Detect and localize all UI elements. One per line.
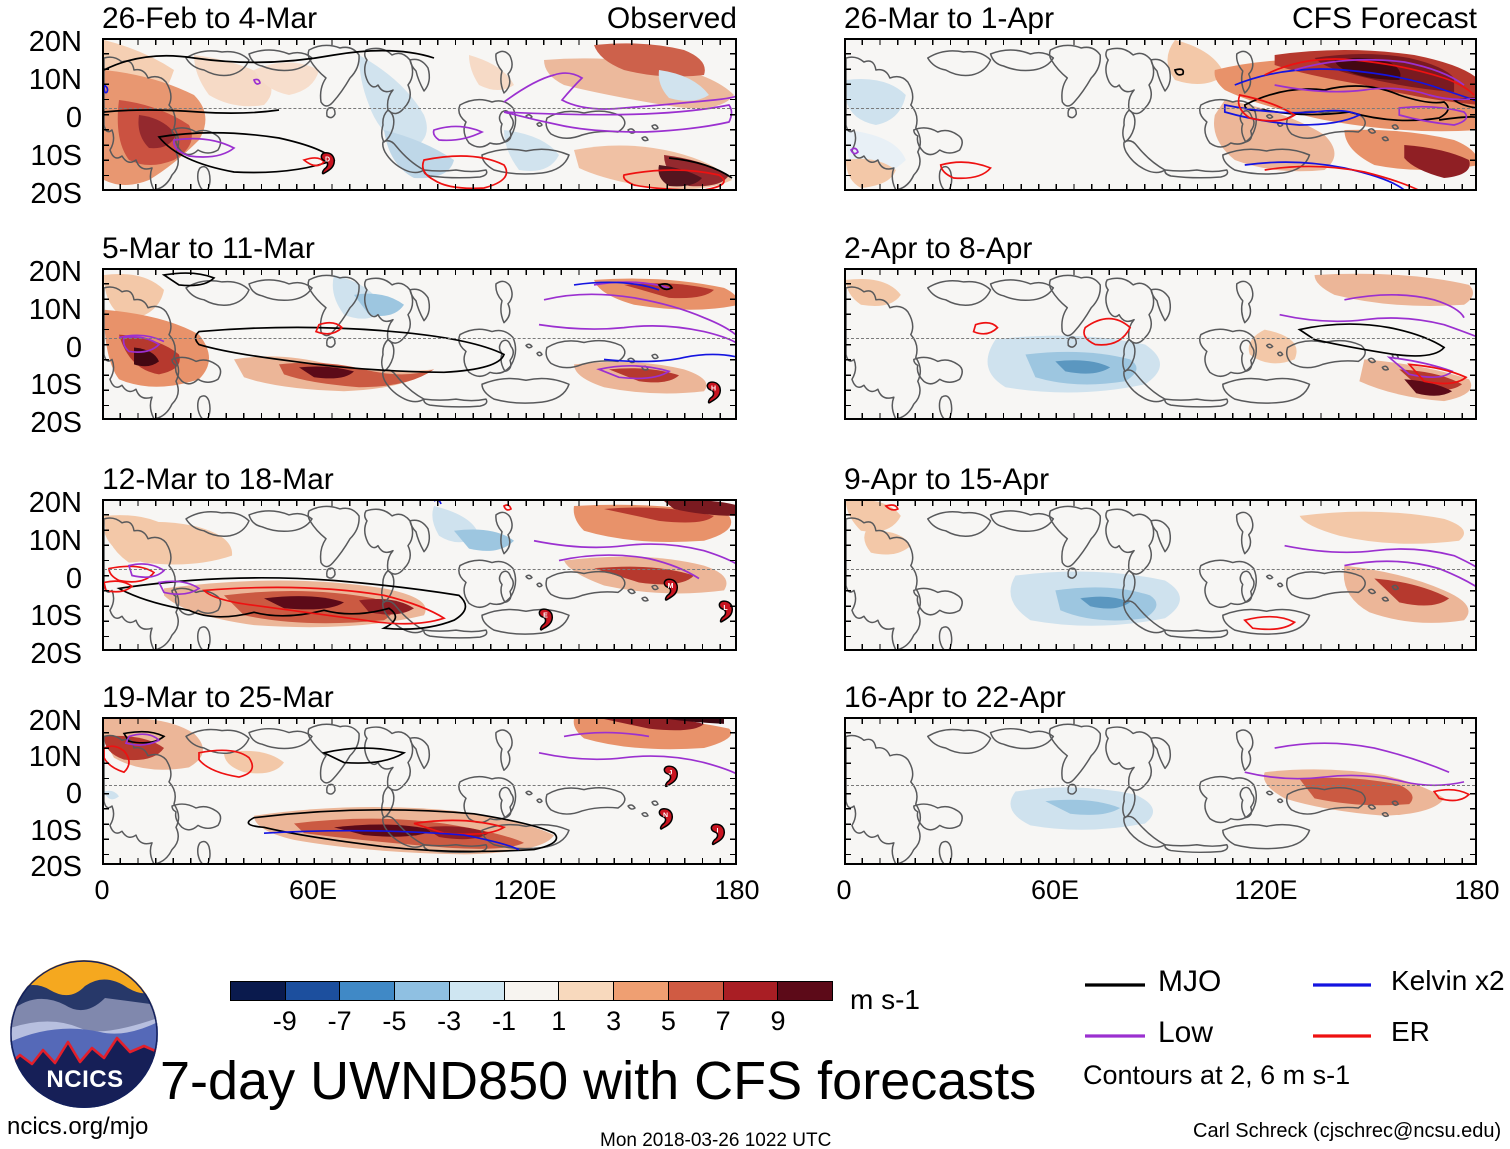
svg-text:NCICS: NCICS [46, 1066, 123, 1093]
svg-text:H: H [711, 386, 716, 393]
svg-text:E: E [543, 613, 548, 620]
svg-text:I: I [717, 828, 719, 835]
svg-text:M: M [668, 583, 674, 590]
svg-text:J: J [669, 770, 673, 777]
svg-text:D: D [325, 157, 330, 164]
svg-text:L: L [723, 605, 728, 612]
svg-text:N: N [663, 812, 668, 819]
